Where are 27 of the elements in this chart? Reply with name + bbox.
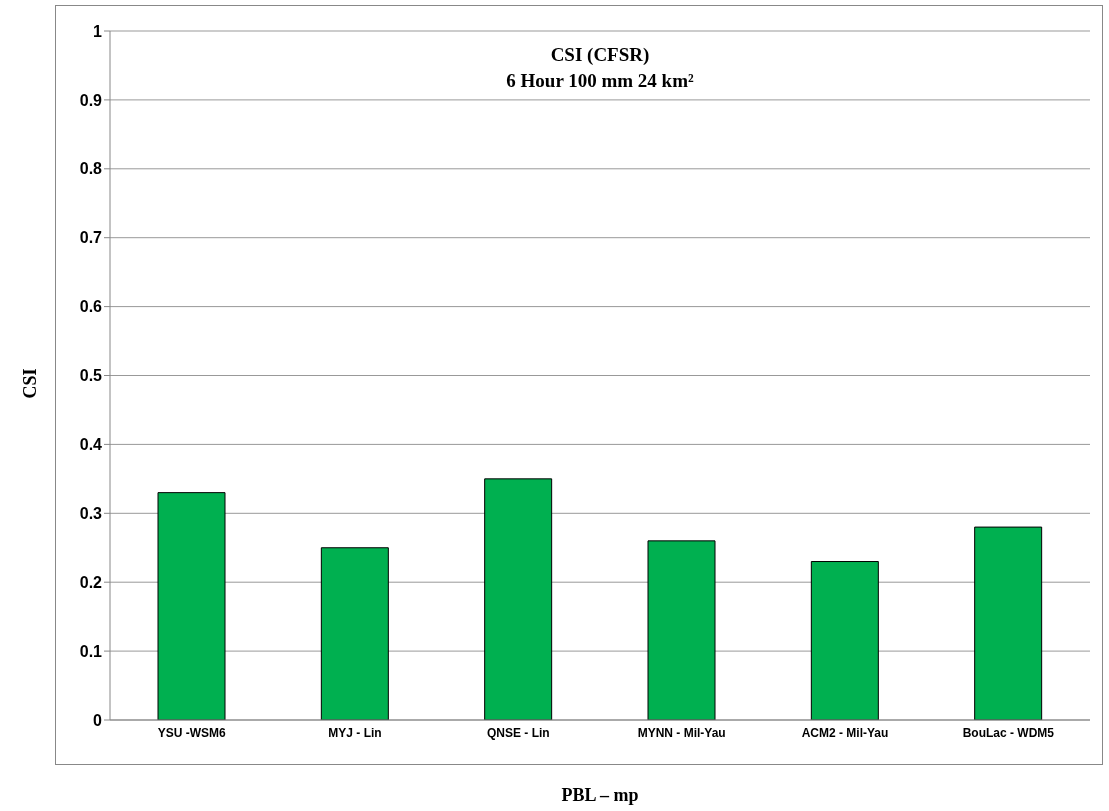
text: 6 Hour 100 mm 24 km²: [505, 69, 695, 93]
x-tick-label: BouLac - WDM5: [962, 725, 1055, 740]
bar: [320, 547, 389, 720]
bar: [157, 492, 226, 720]
y-tick-label: 0.3: [79, 504, 103, 522]
bar: [647, 540, 716, 720]
x-tick-label: ACM2 - Mil-Yau: [801, 725, 889, 740]
x-tick-label: MYJ - Lin: [328, 725, 382, 740]
y-tick-label: 0.2: [79, 573, 103, 591]
text: CSI (CFSR): [549, 43, 651, 67]
y-tick-label: 1: [93, 22, 103, 40]
y-tick-label: 0: [93, 711, 103, 729]
y-tick-label: 0.6: [79, 298, 103, 316]
x-tick-label: MYNN - Mil-Yau: [637, 725, 726, 740]
y-tick-label: 0.7: [79, 229, 103, 247]
bar: [974, 526, 1043, 720]
y-tick-label: 0.9: [79, 91, 103, 109]
x-axis-title: PBL – mp: [560, 785, 640, 806]
y-axis-title: CSI: [19, 367, 41, 401]
x-tick-label: QNSE - Lin: [487, 725, 550, 740]
bar: [810, 561, 879, 720]
y-tick-label: 0.8: [79, 160, 103, 178]
y-tick-label: 0.5: [79, 367, 103, 385]
bar: [484, 478, 553, 720]
y-tick-label: 0.1: [79, 642, 103, 660]
x-tick-label: YSU -WSM6: [157, 725, 226, 740]
y-tick-label: 0.4: [79, 436, 103, 454]
